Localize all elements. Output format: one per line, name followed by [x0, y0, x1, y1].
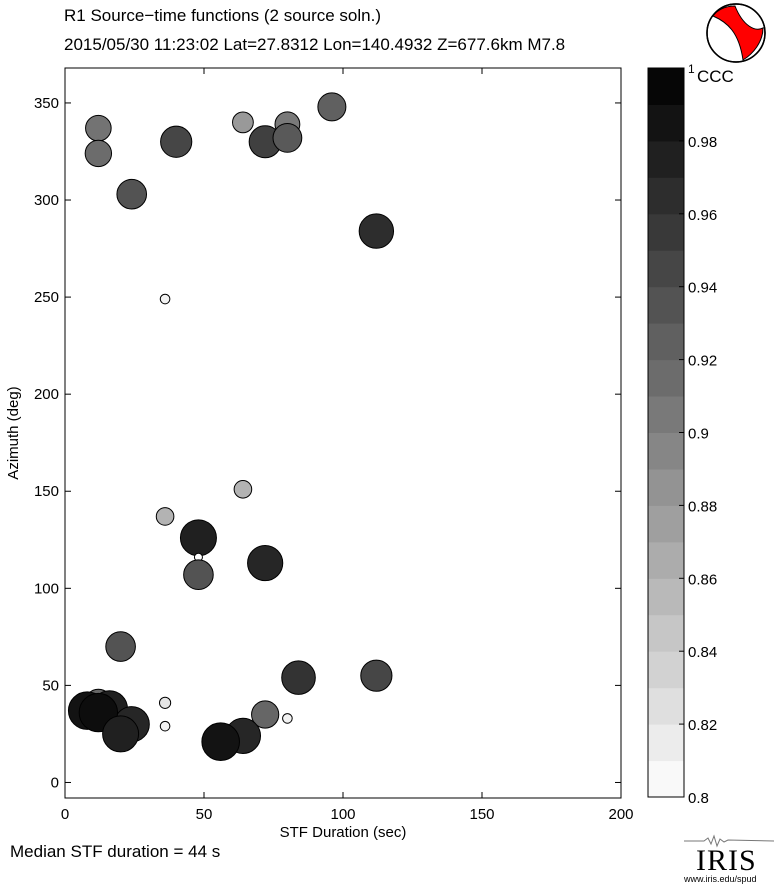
colorbar-band: [648, 651, 684, 689]
colorbar-band: [648, 468, 684, 506]
y-tick-label: 100: [34, 580, 59, 597]
colorbar-tick-label: 1: [688, 62, 695, 76]
data-point: [102, 715, 140, 753]
event-info: 2015/05/30 11:23:02 Lat=27.8312 Lon=140.…: [64, 35, 566, 54]
data-point: [155, 507, 175, 526]
data-point: [84, 139, 113, 168]
data-point: [247, 544, 284, 582]
y-tick-label: 350: [34, 95, 59, 112]
data-point: [105, 631, 136, 662]
colorbar: 0.8 0.82 0.84 0.86 0.88 0.9 0.92 0.94 0.96 0.98 1: [647, 62, 717, 807]
colorbar-band: [648, 432, 684, 470]
y-tick-label: 0: [51, 774, 59, 791]
iris-url: www.iris.edu/spud: [684, 874, 757, 884]
colorbar-band: [648, 104, 684, 142]
y-tick-label: 200: [34, 386, 59, 403]
data-point: [282, 713, 293, 724]
colorbar-band: [648, 396, 684, 433]
x-tick-label: 0: [61, 806, 69, 823]
colorbar-tick-label: 0.94: [688, 280, 717, 297]
x-tick-label: 150: [469, 806, 494, 823]
data-point: [360, 659, 393, 692]
data-point: [317, 92, 347, 122]
data-point: [160, 125, 193, 158]
colorbar-tick-label: 0.88: [688, 498, 717, 515]
seismogram-icon: [684, 834, 774, 848]
colorbar-band: [648, 724, 684, 762]
colorbar-band: [648, 359, 684, 397]
colorbar-band: [648, 213, 684, 251]
colorbar-band: [648, 323, 684, 361]
colorbar-band: [648, 578, 684, 616]
y-axis-label: Azimuth (deg): [5, 386, 22, 479]
y-tick-label: 250: [34, 289, 59, 306]
data-point: [358, 213, 395, 249]
data-point: [159, 720, 171, 732]
median-duration-text: Median STF duration = 44 s: [10, 842, 221, 861]
iris-logo-text: IRIS: [696, 844, 757, 877]
colorbar-band: [648, 541, 684, 579]
colorbar-band: [648, 250, 684, 288]
data-point: [85, 114, 112, 142]
colorbar-label: CCC: [697, 67, 734, 86]
data-point: [281, 660, 316, 695]
colorbar-tick-label: 0.84: [688, 644, 717, 661]
colorbar-tick-label: 0.86: [688, 571, 717, 588]
colorbar-band: [648, 140, 684, 178]
colorbar-band: [648, 760, 684, 798]
data-point: [116, 178, 148, 210]
x-tick-label: 50: [196, 806, 213, 823]
x-tick-label: 200: [608, 806, 633, 823]
data-point: [201, 722, 240, 761]
colorbar-band: [648, 687, 684, 725]
plot-area: [64, 67, 622, 799]
x-axis-ticks: 0 50 100 150 200: [61, 68, 634, 823]
colorbar-tick-label: 0.92: [688, 353, 717, 370]
colorbar-tick-label: 0.98: [688, 134, 717, 151]
chart-title: R1 Source−time functions (2 source soln.…: [64, 6, 382, 25]
data-point: [233, 480, 253, 499]
colorbar-tick-label: 0.82: [688, 717, 717, 734]
data-point: [158, 696, 172, 709]
iris-logo[interactable]: IRIS www.iris.edu/spud: [684, 832, 774, 884]
colorbar-band: [648, 614, 684, 652]
y-tick-label: 150: [34, 483, 59, 500]
data-point: [251, 700, 280, 729]
y-tick-label: 300: [34, 192, 59, 209]
colorbar-tick-label: 0.9: [688, 426, 709, 443]
colorbar-band: [648, 177, 684, 215]
colorbar-band: [648, 68, 684, 105]
x-tick-label: 100: [330, 806, 355, 823]
data-point: [272, 122, 303, 153]
colorbar-band: [648, 286, 684, 324]
y-tick-label: 50: [42, 677, 59, 694]
colorbar-tick-label: 0.96: [688, 207, 717, 224]
y-axis-ticks: 0 50 100 150 200 250 300 350: [34, 95, 621, 791]
colorbar-tick-label: 0.8: [688, 790, 709, 807]
x-axis-label: STF Duration (sec): [280, 824, 407, 841]
focal-mechanism-beachball-icon: [706, 3, 766, 63]
data-point: [183, 559, 214, 591]
data-point: [232, 111, 254, 134]
data-point: [179, 519, 217, 557]
points-layer: [67, 92, 395, 761]
data-point: [159, 293, 171, 305]
colorbar-band: [648, 505, 684, 543]
